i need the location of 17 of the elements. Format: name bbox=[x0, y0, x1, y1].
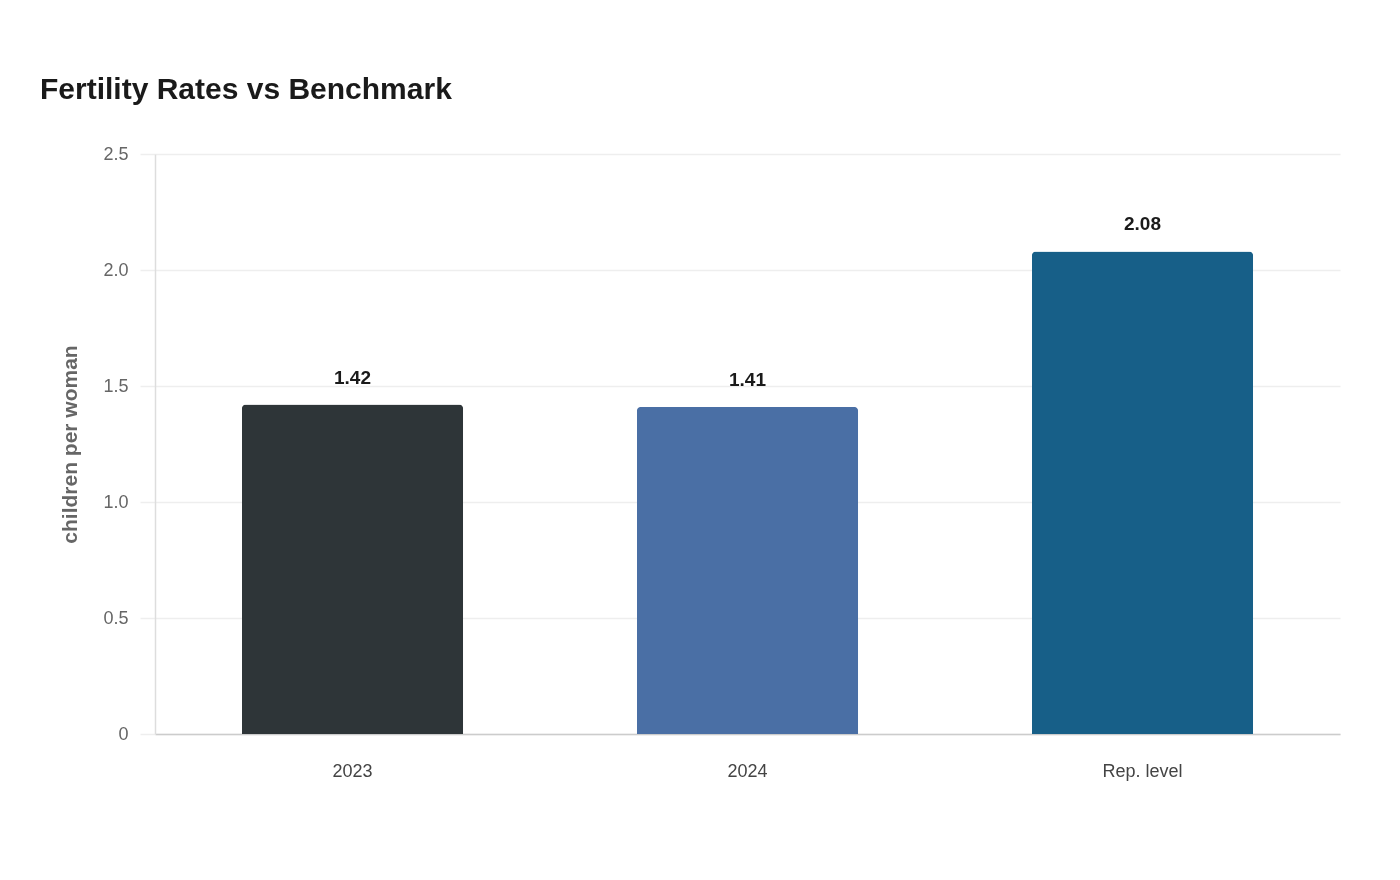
y-tick-label: 2.5 bbox=[103, 143, 129, 164]
y-axis-title: children per woman bbox=[58, 345, 82, 544]
data-label: 2.08 bbox=[1124, 213, 1161, 235]
y-tick-label: 1.5 bbox=[103, 375, 129, 396]
bar bbox=[241, 404, 464, 734]
y-tick-label: 0 bbox=[118, 723, 129, 744]
chart-title: Fertility Rates vs Benchmark bbox=[40, 72, 453, 105]
x-tick-label: Rep. level bbox=[1102, 760, 1183, 781]
y-tick-label: 2.0 bbox=[103, 259, 129, 280]
x-tick-label: 2023 bbox=[332, 760, 373, 781]
y-tick-label: 1.0 bbox=[103, 491, 129, 512]
data-label: 1.42 bbox=[334, 366, 371, 388]
bar bbox=[636, 406, 859, 734]
data-label: 1.41 bbox=[729, 368, 767, 390]
bar bbox=[1031, 251, 1254, 734]
y-tick-label: 0.5 bbox=[103, 607, 129, 628]
x-tick-label: 2024 bbox=[727, 760, 768, 781]
